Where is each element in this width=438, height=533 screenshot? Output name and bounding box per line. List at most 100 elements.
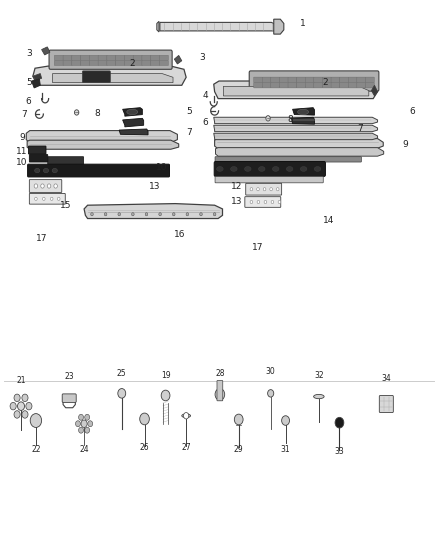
FancyBboxPatch shape bbox=[151, 55, 160, 60]
Ellipse shape bbox=[52, 168, 57, 173]
Polygon shape bbox=[214, 125, 378, 132]
Polygon shape bbox=[293, 108, 314, 115]
Ellipse shape bbox=[272, 166, 279, 172]
FancyBboxPatch shape bbox=[63, 61, 72, 66]
Text: 27: 27 bbox=[181, 443, 191, 452]
Text: 19: 19 bbox=[161, 371, 170, 379]
FancyBboxPatch shape bbox=[357, 83, 366, 88]
Circle shape bbox=[234, 414, 243, 425]
Text: 2: 2 bbox=[129, 60, 135, 68]
Circle shape bbox=[257, 200, 260, 204]
FancyBboxPatch shape bbox=[89, 61, 99, 66]
Ellipse shape bbox=[300, 166, 307, 172]
Circle shape bbox=[22, 394, 28, 401]
Circle shape bbox=[161, 390, 170, 401]
FancyBboxPatch shape bbox=[124, 55, 134, 60]
Text: 31: 31 bbox=[281, 445, 290, 454]
FancyBboxPatch shape bbox=[215, 176, 323, 183]
FancyBboxPatch shape bbox=[72, 61, 81, 66]
FancyBboxPatch shape bbox=[54, 55, 64, 60]
Text: 6: 6 bbox=[202, 118, 208, 127]
FancyBboxPatch shape bbox=[214, 161, 325, 176]
Polygon shape bbox=[33, 74, 42, 80]
Circle shape bbox=[250, 188, 253, 191]
FancyBboxPatch shape bbox=[48, 157, 84, 165]
Text: 9: 9 bbox=[20, 133, 25, 142]
FancyBboxPatch shape bbox=[246, 183, 282, 195]
Text: 23: 23 bbox=[64, 373, 74, 381]
Circle shape bbox=[85, 414, 90, 420]
Text: 13: 13 bbox=[231, 197, 243, 206]
Circle shape bbox=[41, 184, 44, 188]
Circle shape bbox=[88, 421, 93, 427]
FancyBboxPatch shape bbox=[49, 50, 172, 69]
FancyBboxPatch shape bbox=[348, 77, 357, 83]
Polygon shape bbox=[157, 21, 159, 32]
FancyBboxPatch shape bbox=[215, 157, 361, 162]
Text: 32: 32 bbox=[314, 371, 324, 379]
FancyBboxPatch shape bbox=[271, 83, 280, 88]
Circle shape bbox=[47, 184, 51, 188]
FancyBboxPatch shape bbox=[89, 55, 99, 60]
FancyBboxPatch shape bbox=[254, 83, 262, 88]
Text: 17: 17 bbox=[252, 244, 263, 252]
Circle shape bbox=[57, 197, 60, 200]
Text: 24: 24 bbox=[79, 445, 89, 454]
Polygon shape bbox=[223, 86, 369, 96]
FancyBboxPatch shape bbox=[28, 146, 46, 154]
Polygon shape bbox=[214, 81, 378, 99]
Polygon shape bbox=[123, 108, 142, 116]
Text: 13: 13 bbox=[149, 182, 160, 191]
FancyBboxPatch shape bbox=[63, 55, 72, 60]
Text: 14: 14 bbox=[323, 216, 335, 224]
FancyBboxPatch shape bbox=[72, 55, 81, 60]
Text: 16: 16 bbox=[174, 230, 186, 239]
Text: 29: 29 bbox=[234, 445, 244, 454]
FancyBboxPatch shape bbox=[133, 61, 142, 66]
Circle shape bbox=[18, 402, 25, 410]
Text: 8: 8 bbox=[94, 109, 100, 118]
Circle shape bbox=[278, 200, 281, 204]
Ellipse shape bbox=[43, 168, 49, 173]
FancyBboxPatch shape bbox=[81, 55, 90, 60]
Text: 11: 11 bbox=[16, 148, 27, 156]
Circle shape bbox=[118, 213, 120, 216]
Circle shape bbox=[14, 394, 20, 401]
Text: 15: 15 bbox=[60, 201, 72, 209]
Ellipse shape bbox=[314, 166, 321, 172]
FancyBboxPatch shape bbox=[54, 61, 64, 66]
Text: 30: 30 bbox=[266, 367, 276, 376]
Circle shape bbox=[268, 390, 274, 397]
Text: 28: 28 bbox=[215, 369, 225, 377]
Polygon shape bbox=[291, 117, 314, 124]
FancyBboxPatch shape bbox=[124, 61, 134, 66]
FancyBboxPatch shape bbox=[81, 61, 90, 66]
Text: 21: 21 bbox=[16, 376, 26, 385]
Polygon shape bbox=[215, 148, 384, 156]
FancyBboxPatch shape bbox=[116, 55, 125, 60]
Circle shape bbox=[257, 188, 259, 191]
Circle shape bbox=[264, 200, 267, 204]
FancyBboxPatch shape bbox=[348, 83, 357, 88]
FancyBboxPatch shape bbox=[107, 61, 116, 66]
Circle shape bbox=[140, 413, 149, 425]
Circle shape bbox=[250, 200, 253, 204]
Polygon shape bbox=[371, 85, 378, 96]
Circle shape bbox=[35, 197, 37, 200]
FancyBboxPatch shape bbox=[262, 77, 271, 83]
Text: 33: 33 bbox=[335, 448, 344, 456]
FancyBboxPatch shape bbox=[28, 164, 170, 177]
FancyBboxPatch shape bbox=[62, 394, 76, 402]
Ellipse shape bbox=[35, 168, 40, 173]
Text: 10: 10 bbox=[16, 158, 27, 167]
FancyBboxPatch shape bbox=[29, 193, 65, 204]
Circle shape bbox=[30, 414, 42, 427]
Circle shape bbox=[184, 413, 189, 419]
Circle shape bbox=[186, 213, 189, 216]
FancyBboxPatch shape bbox=[331, 83, 340, 88]
FancyBboxPatch shape bbox=[98, 61, 107, 66]
Circle shape bbox=[213, 213, 216, 216]
FancyBboxPatch shape bbox=[159, 61, 169, 66]
Polygon shape bbox=[119, 129, 148, 135]
Text: 5: 5 bbox=[26, 78, 32, 87]
